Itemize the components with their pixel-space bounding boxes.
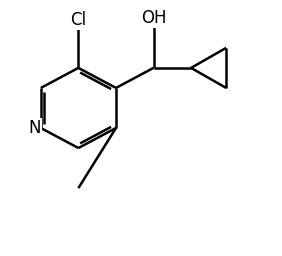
Text: OH: OH: [141, 9, 166, 27]
Text: N: N: [28, 119, 41, 137]
Text: Cl: Cl: [70, 11, 87, 29]
